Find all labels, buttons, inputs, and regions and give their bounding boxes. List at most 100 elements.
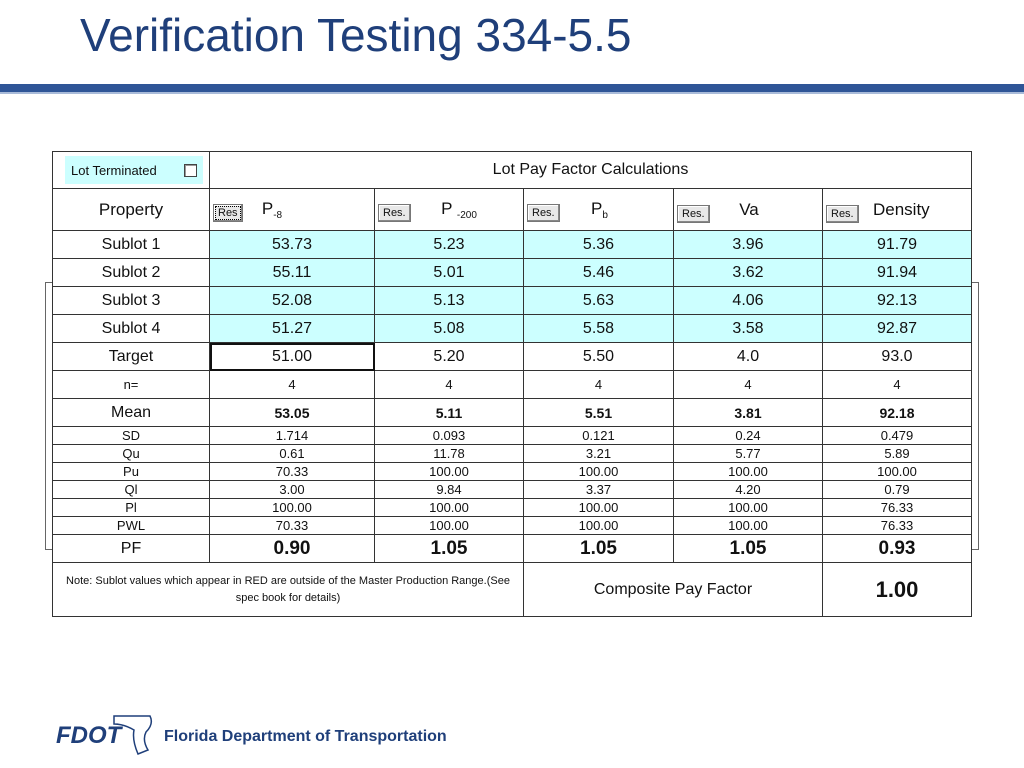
table-cell[interactable]: 5.46 xyxy=(523,258,674,287)
table-cell[interactable]: 51.00 xyxy=(209,342,375,371)
table-cell[interactable]: 5.23 xyxy=(374,230,524,259)
row-label: SD xyxy=(52,426,210,445)
table-cell: 100.00 xyxy=(374,498,524,517)
left-bracket-line xyxy=(45,282,52,550)
table-row: PWL 70.33 100.00 100.00 100.00 76.33 xyxy=(52,516,972,535)
table-cell: 100.00 xyxy=(209,498,375,517)
table-cell: 3.21 xyxy=(523,444,674,463)
table-cell[interactable]: 5.13 xyxy=(374,286,524,315)
table-row: Sublot 3 52.08 5.13 5.63 4.06 92.13 xyxy=(52,286,972,315)
res-button-va[interactable]: Res. xyxy=(677,204,710,223)
table-cell[interactable]: 3.96 xyxy=(673,230,823,259)
res-button-p200[interactable]: Res. xyxy=(378,203,411,222)
composite-pay-factor-label: Composite Pay Factor xyxy=(523,562,823,617)
composite-pay-factor-value: 1.00 xyxy=(822,562,972,617)
table-cell: 100.00 xyxy=(673,516,823,535)
lot-terminated-cell: Lot Terminated xyxy=(52,151,210,189)
table-cell: 5.51 xyxy=(523,398,674,427)
table-row: Sublot 4 51.27 5.08 5.58 3.58 92.87 xyxy=(52,314,972,343)
col-header-density: Res. Density xyxy=(822,188,972,231)
table-cell[interactable]: 5.50 xyxy=(523,342,674,371)
col-header-p8: Res P-8 xyxy=(209,188,375,231)
table-cell[interactable]: 5.58 xyxy=(523,314,674,343)
res-button-pb[interactable]: Res. xyxy=(527,203,560,222)
table-cell: 5.77 xyxy=(673,444,823,463)
table-cell: 4 xyxy=(209,370,375,399)
row-label: n= xyxy=(52,370,210,399)
table-cell: 4 xyxy=(822,370,972,399)
table-cell[interactable]: 93.0 xyxy=(822,342,972,371)
table-cell: 11.78 xyxy=(374,444,524,463)
table-row: PF 0.90 1.05 1.05 1.05 0.93 xyxy=(52,534,972,563)
table-cell[interactable]: 4.06 xyxy=(673,286,823,315)
table-cell[interactable]: 5.08 xyxy=(374,314,524,343)
table-cell: 4.20 xyxy=(673,480,823,499)
table-cell: 70.33 xyxy=(209,516,375,535)
table-row: Sublot 2 55.11 5.01 5.46 3.62 91.94 xyxy=(52,258,972,287)
table-cell: 100.00 xyxy=(374,462,524,481)
footer-org-name: Florida Department of Transportation xyxy=(164,728,447,745)
table-cell: 100.00 xyxy=(523,516,674,535)
table-cell[interactable]: 5.63 xyxy=(523,286,674,315)
table-row: Pl 100.00 100.00 100.00 100.00 76.33 xyxy=(52,498,972,517)
table-cell: 1.714 xyxy=(209,426,375,445)
col-header-p200: Res. P -200 xyxy=(374,188,524,231)
row-label: Sublot 4 xyxy=(52,314,210,343)
table-cell: 76.33 xyxy=(822,516,972,535)
table-cell[interactable]: 4.0 xyxy=(673,342,823,371)
lot-terminated-label: Lot Terminated xyxy=(71,162,157,178)
table-cell: 3.00 xyxy=(209,480,375,499)
table-cell[interactable]: 3.58 xyxy=(673,314,823,343)
res-button-density[interactable]: Res. xyxy=(826,204,859,223)
table-cell[interactable]: 5.36 xyxy=(523,230,674,259)
table-cell: 100.00 xyxy=(673,462,823,481)
table-cell[interactable]: 52.08 xyxy=(209,286,375,315)
table-cell: 5.11 xyxy=(374,398,524,427)
res-button-p8[interactable]: Res xyxy=(213,203,243,222)
table-cell[interactable]: 91.79 xyxy=(822,230,972,259)
row-label: Sublot 2 xyxy=(52,258,210,287)
table-cell[interactable]: 92.87 xyxy=(822,314,972,343)
row-label: Ql xyxy=(52,480,210,499)
table-cell: 100.00 xyxy=(673,498,823,517)
table-cell[interactable]: 51.27 xyxy=(209,314,375,343)
lot-terminated-checkbox[interactable] xyxy=(184,163,197,177)
table-cell: 0.93 xyxy=(822,534,972,563)
table-cell: 0.121 xyxy=(523,426,674,445)
row-label: Qu xyxy=(52,444,210,463)
table-cell: 4 xyxy=(523,370,674,399)
table-cell: 100.00 xyxy=(523,462,674,481)
table-cell[interactable]: 3.62 xyxy=(673,258,823,287)
table-cell: 0.90 xyxy=(209,534,375,563)
table-row: n= 4 4 4 4 4 xyxy=(52,370,972,399)
table-cell: 1.05 xyxy=(673,534,823,563)
table-cell[interactable]: 92.13 xyxy=(822,286,972,315)
row-label: PF xyxy=(52,534,210,563)
right-bracket-line xyxy=(972,282,979,550)
table-cell[interactable]: 91.94 xyxy=(822,258,972,287)
table-cell: 100.00 xyxy=(822,462,972,481)
table-cell: 9.84 xyxy=(374,480,524,499)
table-row: Pu 70.33 100.00 100.00 100.00 100.00 xyxy=(52,462,972,481)
table-cell[interactable]: 5.01 xyxy=(374,258,524,287)
row-label: Pu xyxy=(52,462,210,481)
table-cell[interactable]: 55.11 xyxy=(209,258,375,287)
row-label: Mean xyxy=(52,398,210,427)
table-row: Target 51.00 5.20 5.50 4.0 93.0 xyxy=(52,342,972,371)
table-cell: 5.89 xyxy=(822,444,972,463)
table-cell: 0.479 xyxy=(822,426,972,445)
title-divider xyxy=(0,84,1024,94)
table-row: SD 1.714 0.093 0.121 0.24 0.479 xyxy=(52,426,972,445)
table-row: Ql 3.00 9.84 3.37 4.20 0.79 xyxy=(52,480,972,499)
table-cell: 3.37 xyxy=(523,480,674,499)
table-cell: 1.05 xyxy=(523,534,674,563)
table-cell[interactable]: 5.20 xyxy=(374,342,524,371)
table-cell: 4 xyxy=(673,370,823,399)
row-label: Sublot 1 xyxy=(52,230,210,259)
row-label: Sublot 3 xyxy=(52,286,210,315)
table-cell: 76.33 xyxy=(822,498,972,517)
table-cell: 100.00 xyxy=(374,516,524,535)
table-cell[interactable]: 53.73 xyxy=(209,230,375,259)
property-label: Property xyxy=(98,199,164,219)
table-cell: 0.79 xyxy=(822,480,972,499)
